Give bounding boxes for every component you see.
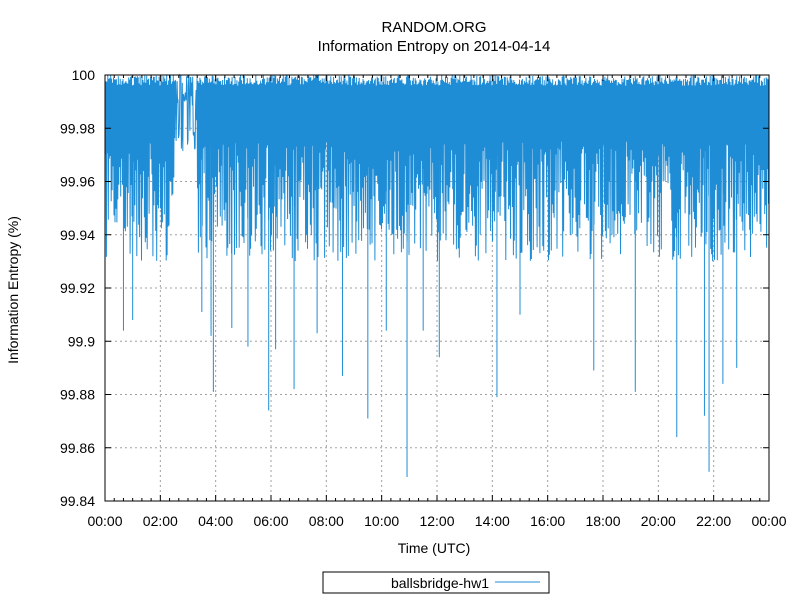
y-tick-label: 99.9 <box>68 333 95 349</box>
series-ballsbridge-hw1 <box>104 73 770 478</box>
chart-title: RANDOM.ORG <box>382 19 487 36</box>
y-ticks: 99.84 99.86 99.88 99.9 99.92 99.94 99.96 99.98 1… <box>60 67 769 509</box>
y-tick-label: 99.84 <box>60 493 95 509</box>
series-trace <box>104 73 770 262</box>
x-tick-label: 10:00 <box>364 513 399 529</box>
x-tick-label: 14:00 <box>475 513 510 529</box>
y-tick-label: 99.98 <box>60 120 95 136</box>
x-tick-label: 18:00 <box>585 513 620 529</box>
x-ticks: 00:00 02:00 04:00 06:00 08:00 10:00 12:00 14:00… <box>87 75 787 529</box>
x-tick-label: 16:00 <box>530 513 565 529</box>
x-tick-label: 08:00 <box>309 513 344 529</box>
legend-box <box>322 571 550 594</box>
x-tick-label: 12:00 <box>419 513 454 529</box>
chart-subtitle: Information Entropy on 2014-04-14 <box>318 38 551 55</box>
x-tick-label: 22:00 <box>696 513 731 529</box>
legend-label: ballsbridge-hw1 <box>391 575 489 591</box>
x-tick-label: 02:00 <box>143 513 178 529</box>
x-tick-label: 00:00 <box>751 513 786 529</box>
y-tick-label: 100 <box>72 67 96 83</box>
y-tick-label: 99.88 <box>60 387 95 403</box>
x-tick-label: 20:00 <box>641 513 676 529</box>
x-tick-label: 00:00 <box>87 513 122 529</box>
y-tick-label: 99.92 <box>60 280 95 296</box>
x-tick-label: 04:00 <box>198 513 233 529</box>
y-tick-label: 99.96 <box>60 174 95 190</box>
y-tick-label: 99.86 <box>60 440 95 456</box>
legend: ballsbridge-hw1 <box>322 571 550 594</box>
x-tick-label: 06:00 <box>253 513 288 529</box>
y-tick-label: 99.94 <box>60 227 95 243</box>
y-axis-label: Information Entropy (%) <box>5 216 21 364</box>
x-axis-label: Time (UTC) <box>398 540 471 556</box>
